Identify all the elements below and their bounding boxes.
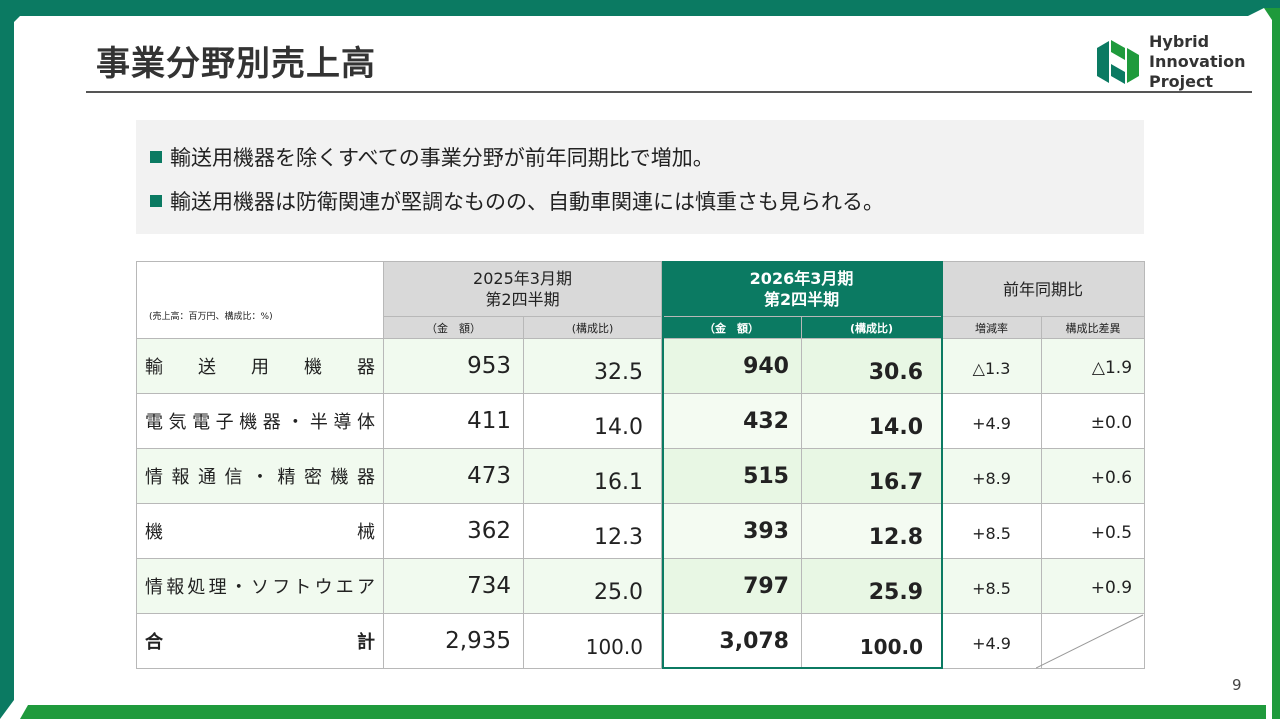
- prev-amount-cell: 953: [383, 338, 524, 394]
- change-rate-cell: +8.5: [941, 558, 1043, 614]
- sales-by-segment-table: (売上高：百万円、構成比：%) 2025年3月期 第2四半期 2026年3月期 …: [136, 261, 1146, 669]
- category-cell: 輸送用機器: [136, 338, 384, 394]
- prev-ratio-cell: 32.5: [523, 338, 662, 394]
- cur-period-header: 2026年3月期 第2四半期: [660, 261, 943, 317]
- prev-amount-cell: 362: [383, 503, 524, 559]
- cur-amount-cell: 797: [661, 558, 802, 614]
- ratio-diff-header: 構成比差異: [1041, 316, 1146, 339]
- logo-line-2: Innovation: [1149, 52, 1246, 71]
- logo-line-3: Project: [1149, 72, 1214, 91]
- prev-period-header: 2025年3月期 第2四半期: [383, 261, 662, 317]
- category-cell: 電気電子機器・半導体: [136, 393, 384, 449]
- summary-bullet: 輸送用機器を除くすべての事業分野が前年同期比で増加。: [150, 138, 1130, 176]
- table-row: 情報処理・ソフトウエア 734 25.0 797 25.9 +8.5 +0.9: [136, 558, 1146, 614]
- ratio-diff-cell: +0.5: [1041, 503, 1146, 559]
- summary-box: 輸送用機器を除くすべての事業分野が前年同期比で増加。 輸送用機器は防衛関連が堅調…: [136, 120, 1144, 234]
- prev-period-year: 2025年3月期: [473, 269, 572, 288]
- total-row: 合計 2,935 100.0 3,078 100.0 +4.9: [136, 613, 1146, 669]
- table-row: 電気電子機器・半導体 411 14.0 432 14.0 +4.9 ±0.0: [136, 393, 1146, 449]
- total-prev-amount-cell: 2,935: [383, 613, 524, 669]
- cur-amount-header: （金 額）: [661, 316, 802, 339]
- change-rate-cell: +8.9: [941, 448, 1043, 504]
- cur-period-year: 2026年3月期: [749, 269, 854, 288]
- cur-ratio-cell: 30.6: [800, 338, 943, 394]
- summary-bullet-text: 輸送用機器を除くすべての事業分野が前年同期比で増加。: [170, 146, 714, 170]
- diagonal-slash: [1036, 614, 1144, 669]
- prev-period-quarter: 第2四半期: [485, 290, 560, 309]
- total-change-rate-cell: +4.9: [941, 613, 1043, 669]
- total-cur-amount-cell: 3,078: [661, 613, 802, 669]
- square-bullet-icon: [150, 195, 162, 207]
- change-rate-cell: △1.3: [941, 338, 1043, 394]
- prev-ratio-cell: 14.0: [523, 393, 662, 449]
- table-row: 機械 362 12.3 393 12.8 +8.5 +0.5: [136, 503, 1146, 559]
- total-prev-ratio-cell: 100.0: [523, 613, 662, 669]
- ratio-diff-cell: +0.6: [1041, 448, 1146, 504]
- unit-note: (売上高：百万円、構成比：%): [136, 261, 384, 339]
- cur-ratio-cell: 25.9: [800, 558, 943, 614]
- category-cell: 機械: [136, 503, 384, 559]
- total-cur-ratio-cell: 100.0: [800, 613, 943, 669]
- cur-ratio-header: (構成比): [800, 316, 943, 339]
- prev-ratio-cell: 16.1: [523, 448, 662, 504]
- cur-amount-cell: 393: [661, 503, 802, 559]
- cur-amount-cell: 940: [661, 338, 802, 394]
- cur-amount-cell: 432: [661, 393, 802, 449]
- company-logo: Hybrid Innovation Project: [1095, 32, 1245, 92]
- category-cell: 情報処理・ソフトウエア: [136, 558, 384, 614]
- table-row: 情報通信・精密機器 473 16.1 515 16.7 +8.9 +0.6: [136, 448, 1146, 504]
- cur-period-quarter: 第2四半期: [763, 290, 840, 309]
- summary-bullet-text: 輸送用機器は防衛関連が堅調なものの、自動車関連には慎重さも見られる。: [170, 190, 884, 214]
- ratio-diff-cell: △1.9: [1041, 338, 1146, 394]
- category-cell: 情報通信・精密機器: [136, 448, 384, 504]
- change-rate-header: 増減率: [941, 316, 1043, 339]
- total-label-cell: 合計: [136, 613, 384, 669]
- prev-ratio-cell: 12.3: [523, 503, 662, 559]
- table-row: 輸送用機器 953 32.5 940 30.6 △1.3 △1.9: [136, 338, 1146, 394]
- summary-bullet: 輸送用機器は防衛関連が堅調なものの、自動車関連には慎重さも見られる。: [150, 182, 1130, 220]
- change-rate-cell: +4.9: [941, 393, 1043, 449]
- yoy-header: 前年同期比: [941, 261, 1146, 317]
- logo-line-1: Hybrid: [1149, 32, 1210, 51]
- prev-amount-cell: 473: [383, 448, 524, 504]
- page-title: 事業分野別売上高: [96, 44, 376, 84]
- prev-ratio-header: (構成比): [523, 316, 662, 339]
- square-bullet-icon: [150, 151, 162, 163]
- prev-amount-header: （金 額）: [383, 316, 524, 339]
- cur-ratio-cell: 12.8: [800, 503, 943, 559]
- cur-ratio-cell: 16.7: [800, 448, 943, 504]
- prev-amount-cell: 734: [383, 558, 524, 614]
- prev-ratio-cell: 25.0: [523, 558, 662, 614]
- total-ratio-diff-empty-cell: [1041, 613, 1146, 669]
- ratio-diff-cell: ±0.0: [1041, 393, 1146, 449]
- hip-logo-icon: [1097, 40, 1139, 84]
- cur-ratio-cell: 14.0: [800, 393, 943, 449]
- change-rate-cell: +8.5: [941, 503, 1043, 559]
- title-divider: [86, 91, 1252, 93]
- ratio-diff-cell: +0.9: [1041, 558, 1146, 614]
- page-number: 9: [1232, 676, 1242, 694]
- cur-amount-cell: 515: [661, 448, 802, 504]
- prev-amount-cell: 411: [383, 393, 524, 449]
